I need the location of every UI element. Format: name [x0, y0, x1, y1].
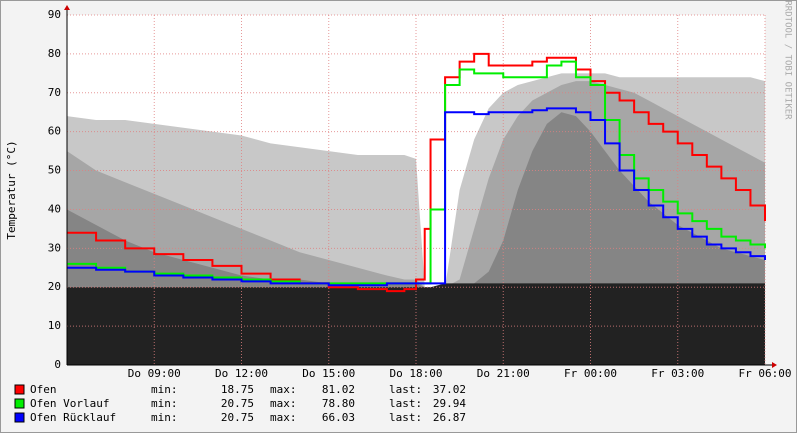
y-tick-label: 60	[48, 125, 61, 138]
x-arrow	[772, 362, 777, 368]
y-tick-label: 30	[48, 241, 61, 254]
y-tick-label: 10	[48, 319, 61, 332]
y-tick-label: 90	[48, 8, 61, 21]
legend-stat-label: last:	[389, 411, 422, 424]
legend-stat-label: max:	[270, 411, 297, 424]
y-tick-label: 20	[48, 280, 61, 293]
legend-stat-value: 20.75	[221, 411, 254, 424]
legend-stat-value: 78.80	[322, 397, 355, 410]
x-tick-label: Fr 06:00	[739, 367, 792, 380]
y-arrow	[64, 5, 70, 10]
legend-stat-value: 66.03	[322, 411, 355, 424]
x-tick-label: Do 15:00	[302, 367, 355, 380]
legend-label: Ofen	[30, 383, 57, 396]
legend-label: Ofen Rücklauf	[30, 411, 116, 424]
y-axis-label: Temperatur (°C)	[5, 140, 18, 239]
series-line	[67, 52, 766, 293]
series-line	[67, 60, 766, 285]
x-tick-label: Fr 03:00	[651, 367, 704, 380]
y-tick-label: 80	[48, 47, 61, 60]
legend-stat-value: 81.02	[322, 383, 355, 396]
y-tick-label: 70	[48, 86, 61, 99]
y-tick-label: 0	[54, 358, 61, 371]
legend-stat-value: 29.94	[433, 397, 466, 410]
x-tick-label: Do 18:00	[390, 367, 443, 380]
x-tick-label: Do 09:00	[128, 367, 181, 380]
legend-stat-label: min:	[151, 383, 178, 396]
legend-stat-label: min:	[151, 411, 178, 424]
legend-stat-label: last:	[389, 383, 422, 396]
series-line	[67, 107, 766, 287]
x-tick-label: Do 21:00	[477, 367, 530, 380]
legend-stat-label: last:	[389, 397, 422, 410]
legend-swatch	[14, 412, 25, 423]
legend-stat-label: max:	[270, 383, 297, 396]
x-tick-label: Do 12:00	[215, 367, 268, 380]
legend-stat-value: 26.87	[433, 411, 466, 424]
legend-stat-value: 37.02	[433, 383, 466, 396]
legend-stat-label: max:	[270, 397, 297, 410]
legend-swatch	[14, 384, 25, 395]
watermark: RRDTOOL / TOBI OETIKER	[783, 0, 793, 120]
legend-stat-value: 20.75	[221, 397, 254, 410]
legend-stat-value: 18.75	[221, 383, 254, 396]
y-tick-label: 40	[48, 202, 61, 215]
legend-swatch	[14, 398, 25, 409]
legend-stat-label: min:	[151, 397, 178, 410]
x-tick-label: Fr 00:00	[564, 367, 617, 380]
legend-label: Ofen Vorlauf	[30, 397, 109, 410]
y-tick-label: 50	[48, 164, 61, 177]
